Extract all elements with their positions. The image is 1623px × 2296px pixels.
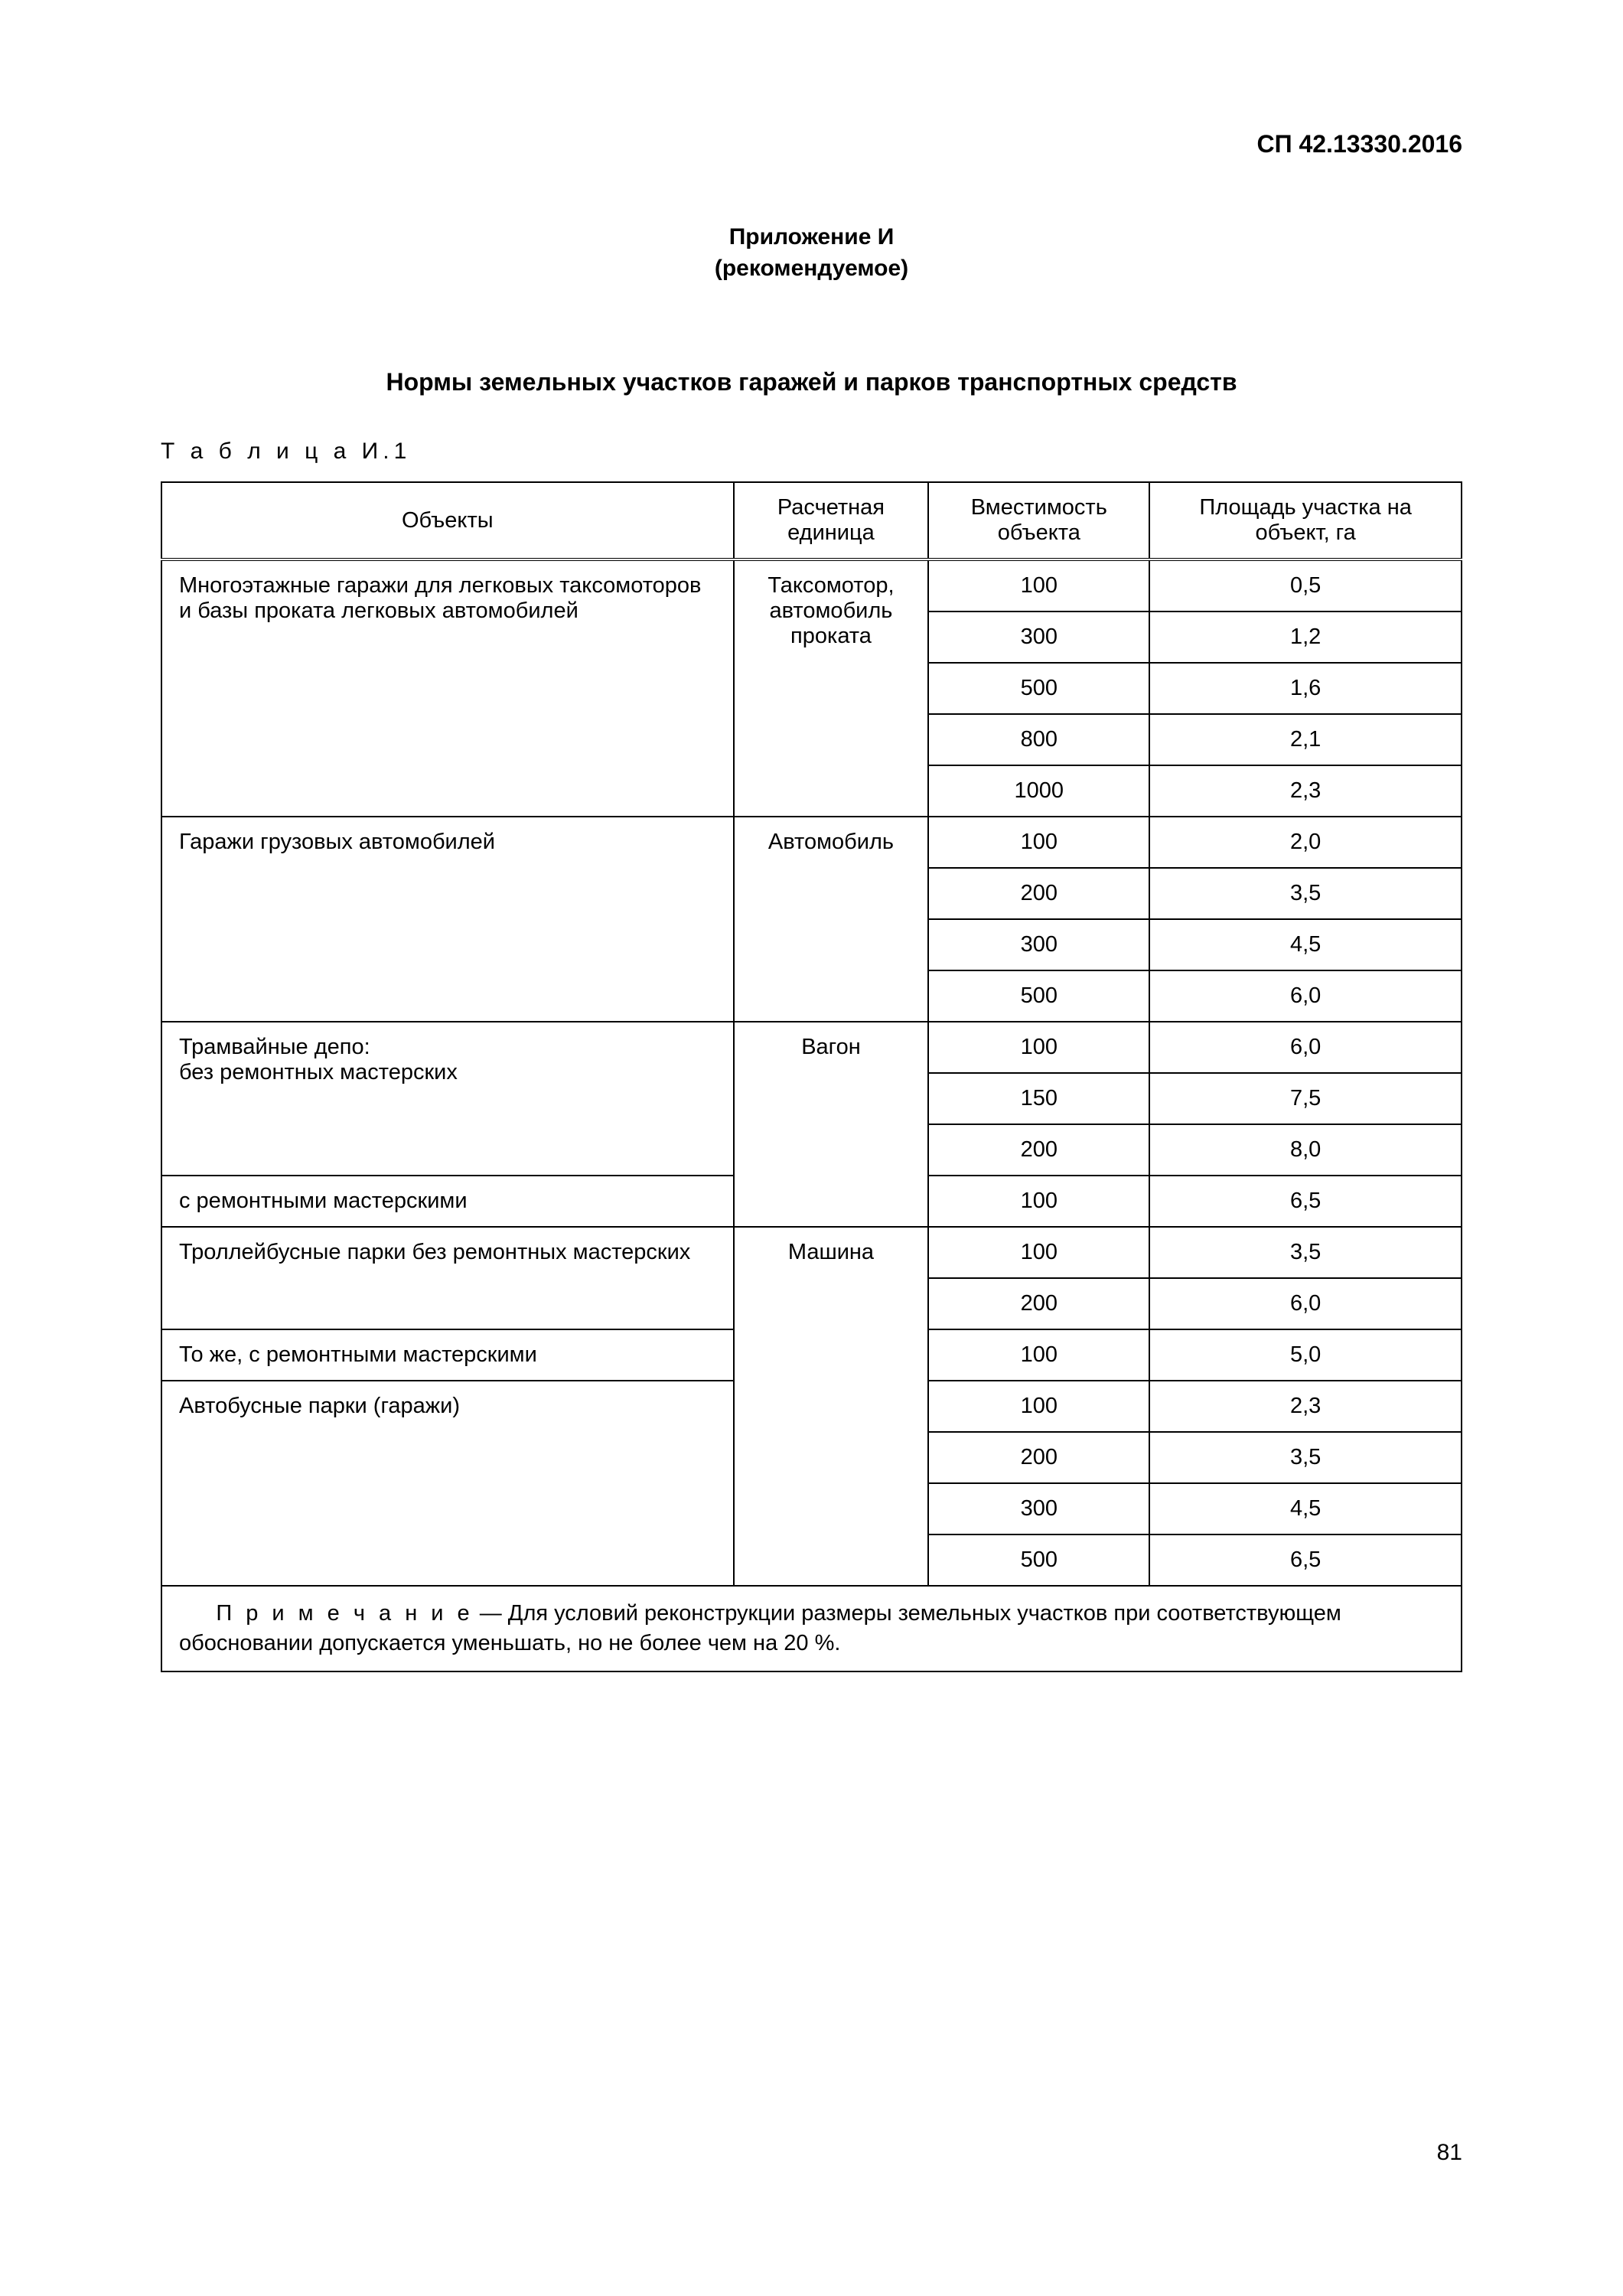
norms-table: Объекты Расчетная единица Вместимость об… xyxy=(161,481,1462,1672)
table-cell: Автобусные парки (гаражи) xyxy=(161,1381,734,1586)
table-cell: 4,5 xyxy=(1149,1483,1462,1534)
table-cell: 2,3 xyxy=(1149,765,1462,817)
table-cell: 500 xyxy=(928,663,1149,714)
table-cell: 7,5 xyxy=(1149,1073,1462,1124)
appendix-line1: Приложение И xyxy=(729,224,895,249)
table-row: Трамвайные депо:без ремонтных мастерских… xyxy=(161,1022,1462,1073)
col-area: Площадь участка на объект, га xyxy=(1149,482,1462,559)
table-cell: 300 xyxy=(928,612,1149,663)
table-cell: 150 xyxy=(928,1073,1149,1124)
table-body: Многоэтажные гаражи для легковых таксомо… xyxy=(161,559,1462,1671)
table-cell: 0,5 xyxy=(1149,559,1462,612)
table-cell: 100 xyxy=(928,1176,1149,1227)
table-cell: 3,5 xyxy=(1149,1432,1462,1483)
table-cell: 3,5 xyxy=(1149,1227,1462,1278)
table-cell: 100 xyxy=(928,1381,1149,1432)
col-capacity: Вместимость объекта xyxy=(928,482,1149,559)
table-cell: 1,6 xyxy=(1149,663,1462,714)
table-cell: 1,2 xyxy=(1149,612,1462,663)
col-objects: Объекты xyxy=(161,482,734,559)
table-cell: 300 xyxy=(928,1483,1149,1534)
table-note-row: П р и м е ч а н и е — Для условий реконс… xyxy=(161,1586,1462,1671)
table-cell: 100 xyxy=(928,817,1149,868)
page-heading: Нормы земельных участков гаражей и парко… xyxy=(161,368,1462,396)
table-cell: Машина xyxy=(734,1227,929,1586)
table-cell: 2,0 xyxy=(1149,817,1462,868)
table-row: Многоэтажные гаражи для легковых таксомо… xyxy=(161,559,1462,612)
table-cell: 2,3 xyxy=(1149,1381,1462,1432)
table-cell: 6,0 xyxy=(1149,1278,1462,1329)
table-cell: 6,0 xyxy=(1149,1022,1462,1073)
table-cell: с ремонтными мастерскими xyxy=(161,1176,734,1227)
table-cell: 100 xyxy=(928,1329,1149,1381)
table-cell: 4,5 xyxy=(1149,919,1462,970)
table-row: Гаражи грузовых автомобилейАвтомобиль100… xyxy=(161,817,1462,868)
table-note: П р и м е ч а н и е — Для условий реконс… xyxy=(161,1586,1462,1671)
table-cell: Гаражи грузовых автомобилей xyxy=(161,817,734,1022)
table-cell: 1000 xyxy=(928,765,1149,817)
table-cell: Многоэтажные гаражи для легковых таксомо… xyxy=(161,559,734,817)
table-cell: 6,0 xyxy=(1149,970,1462,1022)
table-cell: 500 xyxy=(928,970,1149,1022)
table-cell: 200 xyxy=(928,1432,1149,1483)
table-cell: Автомобиль xyxy=(734,817,929,1022)
page-number: 81 xyxy=(1437,2140,1462,2166)
note-lead: П р и м е ч а н и е xyxy=(216,1601,473,1626)
col-unit: Расчетная единица xyxy=(734,482,929,559)
table-cell: 200 xyxy=(928,1278,1149,1329)
table-cell: Троллейбусные парки без ремонтных мастер… xyxy=(161,1227,734,1329)
document-page: СП 42.13330.2016 Приложение И (рекоменду… xyxy=(0,0,1623,2296)
table-cell: То же, с ремонтными мастерскими xyxy=(161,1329,734,1381)
appendix-line2: (рекомендуемое) xyxy=(715,256,908,281)
table-cell: 800 xyxy=(928,714,1149,765)
table-cell: 6,5 xyxy=(1149,1534,1462,1586)
table-cell: Вагон xyxy=(734,1022,929,1227)
table-cell: 200 xyxy=(928,1124,1149,1176)
table-cell: 100 xyxy=(928,1227,1149,1278)
table-cell: 2,1 xyxy=(1149,714,1462,765)
table-cell: 6,5 xyxy=(1149,1176,1462,1227)
table-cell: 100 xyxy=(928,1022,1149,1073)
table-cell: 100 xyxy=(928,559,1149,612)
document-code: СП 42.13330.2016 xyxy=(1256,130,1462,158)
table-label: Т а б л и ц а И.1 xyxy=(161,439,1462,465)
table-cell: 3,5 xyxy=(1149,868,1462,919)
table-cell: Трамвайные депо:без ремонтных мастерских xyxy=(161,1022,734,1176)
table-header-row: Объекты Расчетная единица Вместимость об… xyxy=(161,482,1462,559)
table-row: Троллейбусные парки без ремонтных мастер… xyxy=(161,1227,1462,1278)
table-cell: Таксомотор, автомобиль проката xyxy=(734,559,929,817)
table-cell: 300 xyxy=(928,919,1149,970)
table-cell: 5,0 xyxy=(1149,1329,1462,1381)
appendix-title: Приложение И (рекомендуемое) xyxy=(161,222,1462,284)
table-cell: 500 xyxy=(928,1534,1149,1586)
table-cell: 200 xyxy=(928,868,1149,919)
table-cell: 8,0 xyxy=(1149,1124,1462,1176)
